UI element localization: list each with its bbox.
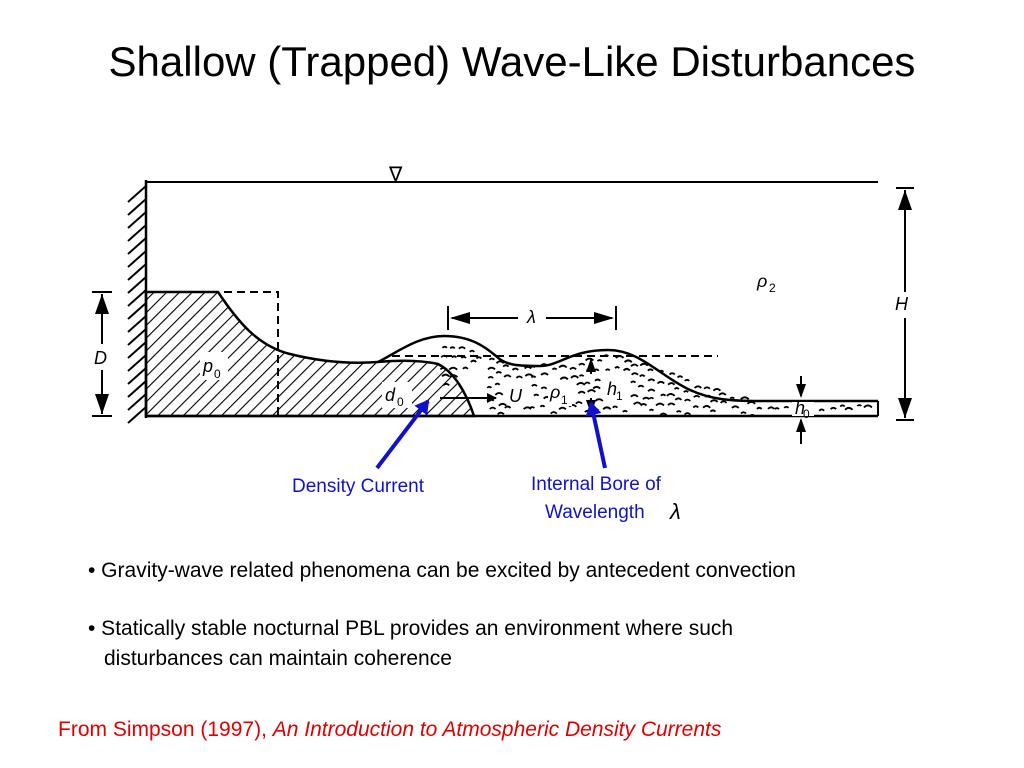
svg-text:0: 0 — [803, 407, 810, 421]
density-current-region — [144, 290, 476, 418]
left-wall — [127, 180, 148, 424]
p0-label: p 0 — [200, 352, 228, 381]
svg-text:p: p — [202, 356, 213, 376]
wave-diagram: ∇ H ρ 2 λ D — [92, 164, 914, 524]
bullet-item-gravity-wave: • Gravity-wave related phenomena can be … — [88, 559, 796, 582]
svg-text:d: d — [385, 385, 396, 405]
depth-D-label: D — [94, 348, 107, 368]
bullet-item-stable-pbl: • Statically stable nocturnal PBL provid… — [88, 617, 734, 670]
depth-H-arrow — [896, 187, 914, 421]
rho2-label: ρ 2 — [756, 271, 776, 295]
internal-bore-pointer-arrow — [585, 401, 607, 469]
internal-bore-annotation-line2: Wavelength — [545, 502, 645, 523]
bullet-list: • Gravity-wave related phenomena can be … — [88, 556, 988, 702]
free-surface-symbol: ∇ — [388, 164, 403, 186]
internal-bore-lambda-symbol: λ — [669, 499, 681, 524]
height-h0-arrow — [796, 376, 806, 444]
citation-book-title: An Introduction to Atmospheric Density C… — [272, 718, 722, 741]
citation: From Simpson (1997), An Introduction to … — [58, 718, 998, 742]
depth-D-arrow — [92, 291, 112, 417]
svg-text:1: 1 — [616, 389, 623, 403]
wavelength-arrow — [447, 306, 617, 330]
svg-text:1: 1 — [561, 393, 568, 407]
velocity-U-label: U — [509, 386, 523, 406]
svg-text:0: 0 — [397, 395, 404, 409]
svg-text:h: h — [795, 398, 805, 418]
svg-text:ρ: ρ — [756, 271, 767, 291]
wavelength-label: λ — [526, 307, 536, 327]
svg-text:h: h — [607, 379, 617, 399]
density-current-annotation: Density Current — [292, 476, 425, 497]
h1-label: h 1 — [604, 378, 626, 403]
internal-bore-annotation-line1: Internal Bore of — [531, 474, 662, 495]
rho1-label: ρ 1 — [548, 380, 572, 407]
d0-label: d 0 — [382, 382, 412, 409]
h0-label: h 0 — [792, 398, 814, 421]
svg-text:0: 0 — [214, 367, 221, 381]
svg-text:2: 2 — [769, 281, 776, 295]
slide-title: Shallow (Trapped) Wave-Like Disturbances — [108, 38, 916, 85]
svg-text:ρ: ρ — [549, 382, 560, 402]
depth-H-label: H — [895, 294, 909, 314]
citation-prefix: From Simpson (1997), — [58, 718, 273, 741]
density-current-pointer-arrow — [375, 399, 430, 470]
